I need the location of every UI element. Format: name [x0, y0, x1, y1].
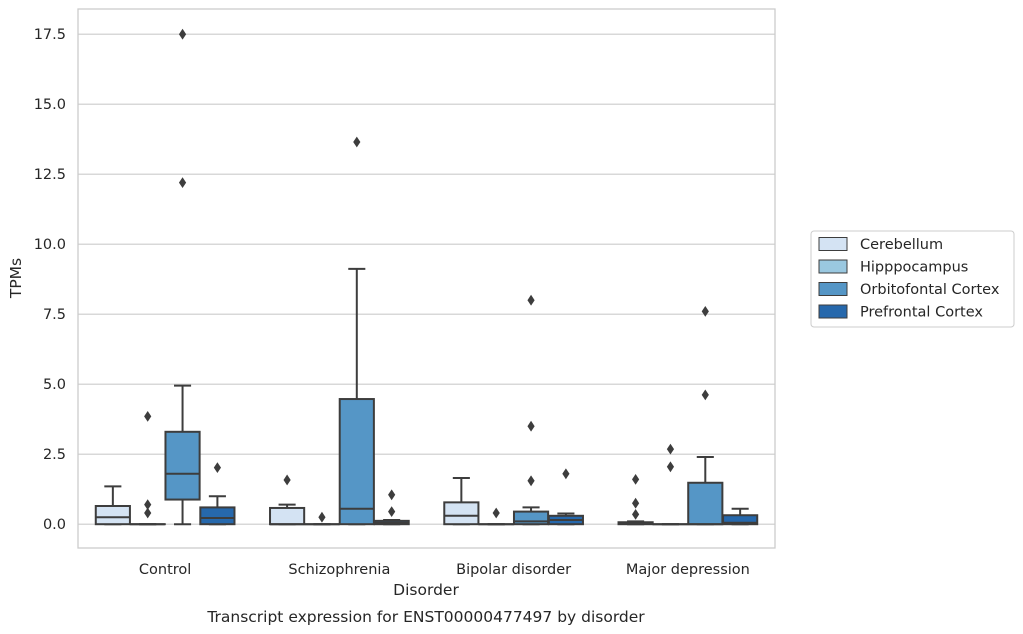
x-tick-label: Schizophrenia	[288, 562, 390, 578]
box	[269, 506, 306, 526]
outlier-point	[666, 461, 675, 473]
box-group	[269, 474, 306, 526]
outlier-point	[144, 507, 152, 519]
box-group	[338, 136, 375, 526]
outlier-point	[632, 497, 640, 509]
legend-label: Hipppocampus	[860, 260, 968, 276]
box-group	[443, 477, 480, 526]
legend: Cerebellum Hipppocampus Orbitofontal Corte…	[810, 230, 1015, 328]
legend-swatch	[818, 282, 848, 296]
boxes	[94, 28, 759, 526]
outlier-point	[527, 294, 535, 306]
outlier-point	[388, 506, 396, 517]
outlier-point	[527, 420, 535, 432]
outlier-point	[527, 475, 535, 487]
y-tick-label: 2.5	[43, 447, 66, 463]
box-group	[722, 507, 759, 526]
box	[443, 501, 480, 526]
outlier-point	[213, 462, 221, 474]
y-tick-label: 15.0	[34, 97, 66, 113]
box-group	[512, 294, 550, 526]
box	[338, 398, 375, 526]
box-group	[373, 489, 410, 526]
outlier-point	[562, 468, 570, 480]
y-tick-label: 5.0	[43, 377, 66, 393]
outlier-point	[178, 177, 187, 188]
box-group	[478, 507, 515, 526]
box	[722, 514, 759, 526]
box-group	[94, 485, 131, 526]
outlier-point	[388, 489, 396, 501]
outlier-point	[701, 306, 709, 317]
y-tick-label: 10.0	[34, 237, 66, 253]
outlier-point	[144, 411, 152, 422]
y-tick-label: 12.5	[34, 167, 66, 183]
x-tick-label: Bipolar disorder	[456, 562, 571, 578]
outlier-point	[632, 474, 640, 485]
x-tick-labels: Control Schizophrenia Bipolar disorder Majo…	[139, 562, 750, 578]
x-tick-label: Major depression	[626, 562, 750, 578]
box-group	[199, 462, 236, 526]
outlier-point	[144, 499, 152, 510]
box-group	[164, 28, 201, 526]
box	[164, 430, 201, 501]
y-tick-label: 17.5	[34, 27, 66, 43]
box-group	[687, 306, 724, 526]
y-tick-label: 0.0	[43, 517, 66, 533]
legend-swatch	[818, 304, 848, 319]
box-group	[652, 443, 689, 526]
legend-label: Orbitofontal Cortex	[860, 282, 1000, 298]
box-group	[547, 468, 584, 526]
box-group	[303, 511, 341, 526]
box	[687, 481, 724, 526]
y-tick-label: 7.5	[43, 307, 66, 323]
outlier-point	[178, 28, 187, 40]
outlier-point	[283, 474, 291, 486]
legend-swatch	[818, 259, 848, 274]
legend-label: Cerebellum	[860, 237, 943, 253]
y-tick-labels: 0.0 2.5 5.0 7.5 10.0 12.5 15.0 17.5	[34, 27, 66, 533]
outlier-point	[353, 136, 361, 148]
chart-caption: Transcript expression for ENST0000047749…	[206, 608, 645, 626]
outlier-point	[632, 509, 640, 520]
legend-frame	[810, 230, 1015, 328]
box	[94, 505, 131, 526]
outlier-point	[666, 443, 675, 455]
legend-items: Cerebellum Hipppocampus Orbitofontal Corte…	[818, 237, 1000, 321]
outlier-point	[492, 507, 500, 519]
box-group	[617, 474, 654, 526]
legend-label: Prefrontal Cortex	[860, 305, 983, 321]
legend-swatch	[818, 237, 848, 251]
outlier-point	[701, 389, 709, 401]
plot-frame	[77, 8, 776, 549]
outlier-point	[318, 511, 326, 523]
x-tick-label: Control	[139, 562, 191, 578]
y-axis-label: TPMs	[7, 258, 25, 299]
box	[199, 506, 236, 526]
x-axis-label: Disorder	[393, 581, 459, 599]
box-group	[129, 411, 166, 526]
